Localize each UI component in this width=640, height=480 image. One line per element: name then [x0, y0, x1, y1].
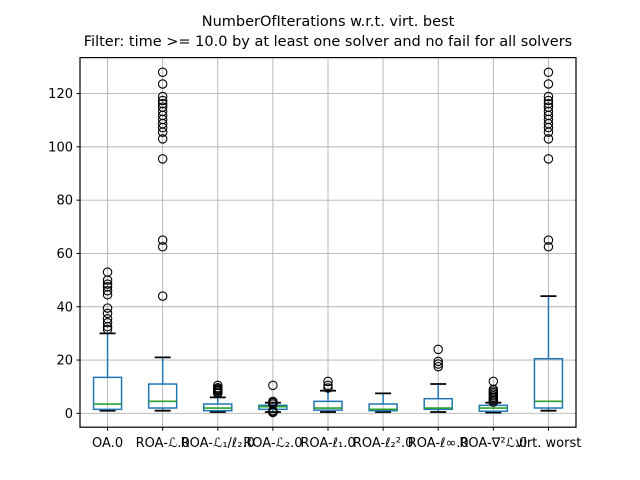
x-tick-label-4: ROA-ℒ₂.0	[243, 436, 302, 451]
flier-1	[102, 286, 113, 296]
flier-5	[323, 380, 333, 391]
x-tick-label-7: ROA-ℓ∞.0	[408, 436, 469, 451]
flier-4	[268, 396, 278, 407]
flier-2	[157, 134, 168, 144]
flier-2	[157, 106, 168, 117]
x-tick-label-6: ROA-ℓ₂².0	[353, 436, 414, 451]
x-tick-label-1: OA.0	[92, 436, 123, 451]
x-tick-label-5: ROA-ℓ₁.0	[300, 436, 355, 451]
flier-1	[102, 308, 113, 319]
flier-2	[157, 79, 168, 89]
flier-9	[543, 235, 554, 245]
y-tick-label-60: 60	[56, 247, 73, 262]
flier-2	[157, 235, 168, 245]
flier-1	[102, 317, 113, 328]
flier-5	[323, 383, 333, 393]
flier-2	[157, 67, 168, 78]
flier-9	[543, 95, 554, 106]
flier-9	[543, 106, 554, 117]
flier-7	[433, 344, 443, 355]
flier-9	[543, 102, 554, 112]
box-9	[533, 357, 564, 409]
chart-title-block: NumberOfIterations w.r.t. virt. best Fil…	[8, 13, 640, 52]
flier-3	[213, 380, 223, 391]
flier-1	[102, 324, 113, 335]
flier-9	[543, 154, 554, 164]
flier-7	[433, 356, 443, 367]
flier-2	[157, 154, 168, 164]
flier-8	[488, 376, 499, 387]
x-tick-label-2: ROA-ℒ.0	[136, 436, 190, 451]
flier-1	[102, 313, 113, 324]
y-tick-label-80: 80	[56, 194, 73, 209]
y-tick-label-40: 40	[56, 300, 73, 315]
chart-subtitle: Filter: time >= 10.0 by at least one sol…	[83, 33, 573, 50]
flier-7	[433, 359, 443, 369]
flier-2	[157, 95, 168, 106]
x-tick-label-3: ROA-ℒ₁/ℓ₂.0	[181, 436, 255, 451]
box-7	[423, 397, 453, 411]
box-1	[92, 376, 123, 411]
flier-3	[213, 383, 223, 393]
y-tick-label-100: 100	[48, 140, 73, 155]
flier-5	[323, 376, 333, 387]
flier-2	[157, 91, 168, 102]
flier-2	[157, 102, 168, 112]
flier-9	[543, 98, 554, 109]
flier-4	[268, 380, 278, 391]
flier-9	[543, 242, 554, 252]
flier-2	[157, 98, 168, 109]
flier-9	[543, 91, 554, 102]
flier-9	[543, 67, 554, 78]
x-tick-label-9: virt. worst	[516, 436, 582, 451]
flier-9	[543, 79, 554, 89]
flier-7	[433, 361, 443, 372]
flier-2	[157, 242, 168, 252]
chart-title: NumberOfIterations w.r.t. virt. best	[201, 14, 455, 30]
x-tick-label-8: ROA-∇²ℒ.0	[459, 436, 527, 451]
box-2	[147, 383, 178, 409]
y-tick-label-120: 120	[48, 87, 73, 102]
flier-1	[102, 279, 113, 289]
box-6	[368, 403, 398, 412]
y-tick-label-0: 0	[65, 407, 73, 422]
flier-1	[102, 282, 113, 292]
flier-1	[102, 303, 113, 313]
box-5	[313, 400, 343, 411]
flier-9	[543, 134, 554, 144]
flier-1	[102, 267, 113, 277]
y-tick-label-20: 20	[56, 354, 73, 369]
flier-2	[157, 291, 168, 301]
